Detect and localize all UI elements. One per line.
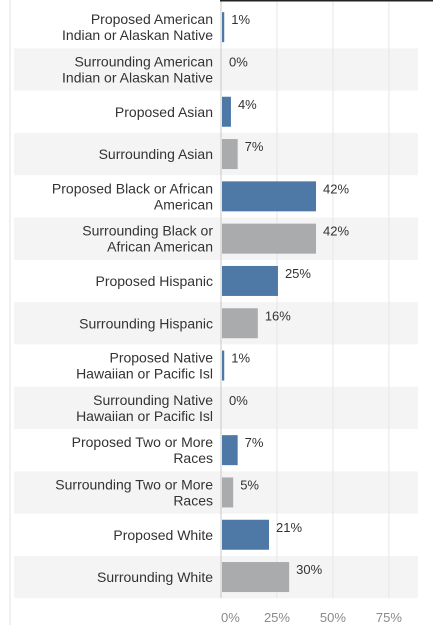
- bar: [222, 435, 238, 466]
- data-label: 7%: [245, 435, 264, 450]
- category-label: Surrounding Black or African American: [82, 223, 213, 255]
- category-label: Proposed American Indian or Alaskan Nativ…: [62, 11, 213, 43]
- category-label: Proposed Asian: [115, 104, 213, 120]
- gridlines: [276, 0, 390, 599]
- x-tick-label: 75%: [376, 610, 402, 625]
- bar: [222, 223, 317, 254]
- category-label: Surrounding White: [97, 569, 213, 585]
- data-label: 21%: [276, 520, 302, 535]
- bar: [222, 519, 270, 550]
- category-label: Proposed Black or African American: [52, 180, 213, 212]
- row-band: [14, 471, 418, 514]
- data-label: 30%: [296, 562, 322, 577]
- bar: [222, 139, 238, 170]
- data-label: 25%: [285, 266, 311, 281]
- data-label: 7%: [245, 139, 264, 154]
- row-bands: [14, 48, 418, 599]
- data-label: 4%: [238, 97, 257, 112]
- bars: [222, 12, 317, 593]
- row-band: [14, 217, 418, 260]
- row-band: [14, 555, 418, 599]
- category-label: Proposed Hispanic: [95, 273, 213, 289]
- bar: [222, 308, 258, 339]
- category-label: Surrounding American Indian or Alaskan Na…: [62, 53, 213, 85]
- bar: [222, 96, 231, 127]
- bar: [222, 350, 225, 381]
- x-tick-label: 25%: [264, 610, 290, 625]
- category-label: Surrounding Two or More Races: [55, 476, 213, 508]
- category-label: Surrounding Native Hawaiian or Pacific Is…: [76, 392, 213, 424]
- data-label: 5%: [240, 477, 259, 492]
- frame-lines: [9, 0, 433, 625]
- data-label: 0%: [229, 393, 248, 408]
- bar: [222, 477, 234, 508]
- row-band: [14, 48, 418, 91]
- row-band: [14, 302, 418, 345]
- data-label: 42%: [323, 181, 349, 196]
- category-label: Proposed Two or More Races: [72, 434, 214, 466]
- x-tick-label: 0%: [221, 610, 240, 625]
- bar: [222, 181, 317, 212]
- data-label: 16%: [265, 308, 291, 323]
- data-label: 0%: [229, 54, 248, 69]
- row-band: [14, 132, 418, 176]
- category-label: Surrounding Hispanic: [79, 315, 213, 331]
- category-label: Proposed White: [113, 527, 213, 543]
- data-label: 42%: [323, 224, 349, 239]
- bar: [222, 12, 225, 43]
- bar: [222, 265, 278, 296]
- data-label: 1%: [231, 12, 250, 27]
- data-labels: 1% 0% 4% 7% 42% 42% 25% 16% 1% 0% 7% 5% 21% 30%: [229, 12, 349, 577]
- x-tick-label: 50%: [320, 610, 346, 625]
- row-band: [14, 386, 418, 429]
- category-label: Surrounding Asian: [99, 146, 213, 162]
- bar: [222, 562, 290, 593]
- category-labels: Proposed American Indian or Alaskan Nativ…: [52, 11, 213, 585]
- x-axis-ticks: 0% 25% 50% 75%: [221, 610, 402, 625]
- data-label: 1%: [231, 351, 250, 366]
- category-label: Proposed Native Hawaiian or Pacific Isl: [76, 350, 213, 382]
